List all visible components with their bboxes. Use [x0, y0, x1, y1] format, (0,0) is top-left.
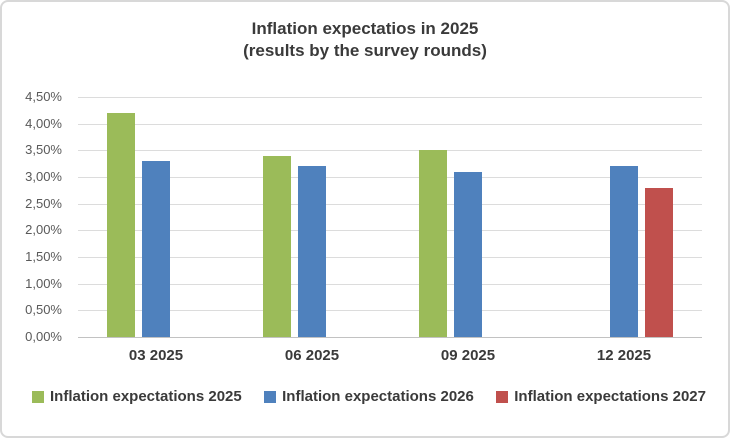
y-tick-label-1,50%: 1,50%: [25, 249, 62, 264]
gridline-2,00%: [78, 230, 702, 231]
bar-red-12-2025: [645, 188, 673, 337]
legend-swatch-green: [32, 390, 44, 403]
x-category-label-12-2025: 12 2025: [596, 347, 652, 364]
bar-green-03-2025: [107, 113, 135, 337]
legend-item-2026: Inflation expectations 2026: [264, 388, 474, 405]
gridline-4,00%: [78, 124, 702, 125]
gridline-3,00%: [78, 177, 702, 178]
legend-label-2026: Inflation expectations 2026: [282, 388, 474, 405]
bar-green-06-2025: [263, 156, 291, 337]
x-category-label-09-2025: 09 2025: [440, 347, 496, 364]
gridline-2,50%: [78, 204, 702, 205]
gridline-0,00%: [78, 337, 702, 338]
chart-title-line2: (results by the survey rounds): [243, 41, 487, 61]
x-category-label-06-2025: 06 2025: [284, 347, 340, 364]
y-tick-label-2,00%: 2,00%: [25, 222, 62, 237]
gridline-0,50%: [78, 310, 702, 311]
bar-blue-09-2025: [454, 172, 482, 337]
legend: Inflation expectations 2025 Inflation ex…: [32, 388, 706, 405]
chart-title: Inflation expectatios in 2025 (results b…: [2, 18, 728, 63]
bar-blue-06-2025: [298, 166, 326, 337]
x-category-label-03-2025: 03 2025: [128, 347, 184, 364]
gridline-1,00%: [78, 284, 702, 285]
bar-blue-12-2025: [610, 166, 638, 337]
y-tick-label-4,00%: 4,00%: [25, 116, 62, 131]
x-axis-labels: 03 2025 06 2025 09 2025 12 2025: [78, 347, 702, 369]
legend-swatch-red: [496, 390, 509, 403]
legend-label-2027: Inflation expectations 2027: [514, 388, 706, 405]
legend-swatch-blue: [264, 390, 277, 403]
gridline-1,50%: [78, 257, 702, 258]
y-tick-label-1,00%: 1,00%: [25, 276, 62, 291]
y-tick-label-4,50%: 4,50%: [25, 89, 62, 104]
plot-area: [78, 97, 702, 338]
legend-label-2025: Inflation expectations 2025: [50, 388, 242, 405]
y-tick-label-3,00%: 3,00%: [25, 169, 62, 184]
legend-item-2025: Inflation expectations 2025: [32, 388, 242, 405]
y-tick-label-2,50%: 2,50%: [25, 196, 62, 211]
bar-blue-03-2025: [142, 161, 170, 337]
chart-title-line1: Inflation expectatios in 2025: [251, 19, 479, 38]
y-tick-label-3,50%: 3,50%: [25, 142, 62, 157]
y-tick-label-0,00%: 0,00%: [25, 329, 62, 344]
gridline-3,50%: [78, 150, 702, 151]
legend-item-2027: Inflation expectations 2027: [496, 388, 706, 405]
gridline-4,50%: [78, 97, 702, 98]
bar-green-09-2025: [419, 150, 447, 337]
y-axis-labels: 4,50% 4,00% 3,50% 3,00% 2,50% 2,00% 1,50% 1,00%…: [2, 89, 68, 344]
y-tick-label-0,50%: 0,50%: [25, 302, 62, 317]
